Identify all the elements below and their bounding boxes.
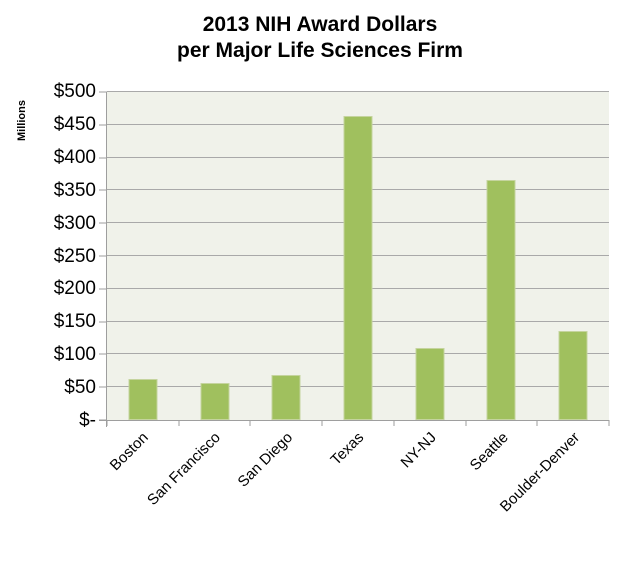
bar-texas [343, 116, 373, 420]
x-tick-mark [536, 420, 538, 426]
x-tick-mark [106, 420, 108, 426]
y-tick-mark [99, 157, 107, 159]
y-tick-label: $- [79, 410, 96, 431]
bar-boulder-denver [558, 330, 588, 420]
y-tick-label: $150 [53, 311, 96, 333]
y-tick-mark [99, 222, 107, 224]
x-tick-mark [249, 420, 251, 426]
x-axis-label: Texas [327, 429, 368, 469]
bar-boston [128, 379, 158, 420]
y-tick-mark [99, 255, 107, 257]
y-tick-mark [99, 91, 107, 93]
y-tick-label: $300 [53, 212, 96, 234]
x-tick-mark [321, 420, 323, 426]
y-tick-mark [99, 386, 107, 388]
plot-area [99, 91, 610, 427]
y-tick-label: $200 [53, 278, 96, 300]
bar-seattle [486, 179, 516, 420]
chart-title-line1: 2013 NIH Award Dollars [202, 13, 438, 36]
x-tick-mark [608, 420, 610, 426]
bar-san-francisco [200, 382, 230, 420]
x-tick-mark [393, 420, 395, 426]
y-tick-label: $350 [53, 179, 96, 201]
gridline [107, 91, 609, 92]
y-tick-label: $450 [53, 113, 96, 135]
bar-san-diego [271, 374, 301, 420]
y-tick-mark [99, 124, 107, 126]
y-tick-label: $500 [53, 81, 96, 102]
chart-title-line2: per Major Life Sciences Firm [177, 39, 463, 62]
x-axis-label: San Francisco [143, 429, 224, 509]
bar-ny-nj [415, 347, 445, 420]
x-axis-labels: Boston San Francisco San Diego Texas NY-NJ Se… [106, 429, 609, 562]
y-tick-mark [99, 189, 107, 191]
x-tick-mark [178, 420, 180, 426]
x-axis-label: San Diego [234, 429, 296, 491]
y-tick-label: $100 [53, 344, 96, 366]
y-tick-mark [99, 353, 107, 355]
y-tick-label: $50 [64, 377, 96, 399]
x-axis-label: Seattle [466, 429, 512, 475]
y-axis-tick-labels: $500 $450 $400 $350 $300 $250 $200 $150 $100 $50 $… [0, 81, 96, 431]
chart-title: 2013 NIH Award Dollars per Major Life Sc… [0, 12, 640, 64]
y-tick-label: $250 [53, 245, 96, 267]
x-axis-extension [99, 420, 107, 421]
y-tick-mark [99, 321, 107, 323]
x-axis-label: Boston [106, 429, 152, 475]
y-tick-label: $400 [53, 146, 96, 168]
y-tick-mark [99, 288, 107, 290]
x-axis-label: NY-NJ [397, 429, 440, 472]
x-tick-mark [465, 420, 467, 426]
